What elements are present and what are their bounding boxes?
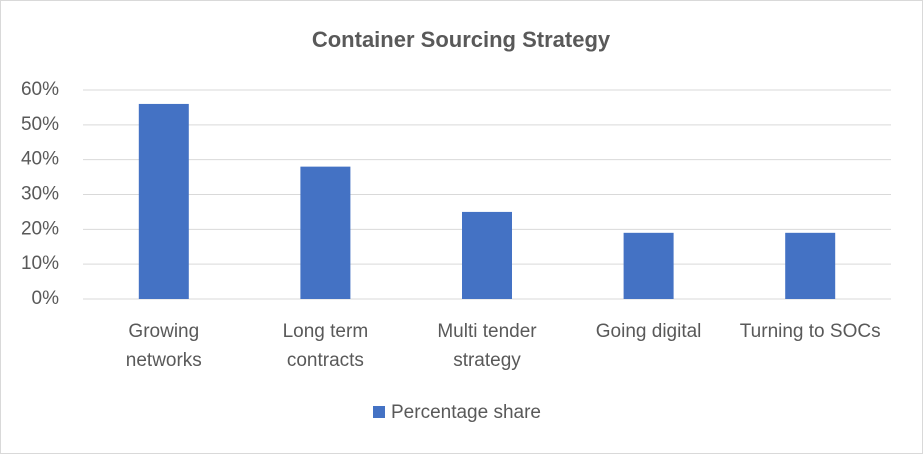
bar <box>462 211 512 299</box>
y-tick-label: 60% <box>21 79 59 100</box>
y-tick-label: 0% <box>32 288 60 309</box>
y-tick-label: 30% <box>21 184 59 205</box>
x-tick-label: Turning to SOCs <box>739 321 881 342</box>
x-tick-label: Multi tender strategy <box>437 321 537 371</box>
y-tick-label: 20% <box>21 218 59 239</box>
bar <box>623 232 674 299</box>
y-tick-label: 10% <box>21 253 59 274</box>
y-tick-label: 40% <box>21 149 59 170</box>
y-tick-label: 50% <box>21 114 59 135</box>
legend-swatch <box>373 406 385 418</box>
x-tick-label: Long term contracts <box>282 321 369 371</box>
bar <box>785 232 836 299</box>
legend-label: Percentage share <box>391 402 541 423</box>
bar <box>138 103 189 299</box>
bar <box>300 166 351 299</box>
x-tick-label: Growing networks <box>125 321 202 371</box>
x-tick-label: Going digital <box>595 321 702 342</box>
chart-title: Container Sourcing Strategy <box>312 27 611 52</box>
